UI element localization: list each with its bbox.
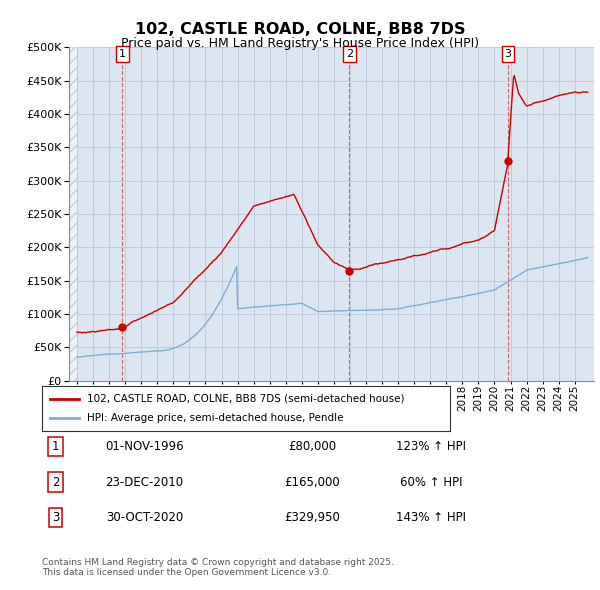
- Text: HPI: Average price, semi-detached house, Pendle: HPI: Average price, semi-detached house,…: [87, 414, 343, 423]
- Text: 2: 2: [52, 476, 59, 489]
- Text: 60% ↑ HPI: 60% ↑ HPI: [400, 476, 462, 489]
- Bar: [69, 47, 77, 381]
- Text: 1: 1: [119, 49, 126, 59]
- Text: 102, CASTLE ROAD, COLNE, BB8 7DS (semi-detached house): 102, CASTLE ROAD, COLNE, BB8 7DS (semi-d…: [87, 394, 404, 404]
- Bar: [69, 47, 77, 381]
- Text: 143% ↑ HPI: 143% ↑ HPI: [396, 511, 466, 524]
- Text: 102, CASTLE ROAD, COLNE, BB8 7DS: 102, CASTLE ROAD, COLNE, BB8 7DS: [135, 22, 465, 37]
- Text: Contains HM Land Registry data © Crown copyright and database right 2025.
This d: Contains HM Land Registry data © Crown c…: [42, 558, 394, 577]
- Text: Price paid vs. HM Land Registry's House Price Index (HPI): Price paid vs. HM Land Registry's House …: [121, 37, 479, 50]
- Text: 01-NOV-1996: 01-NOV-1996: [105, 440, 184, 453]
- Text: 23-DEC-2010: 23-DEC-2010: [106, 476, 184, 489]
- Text: 3: 3: [504, 49, 511, 59]
- Text: 1: 1: [52, 440, 59, 453]
- Text: £165,000: £165,000: [284, 476, 340, 489]
- Text: 123% ↑ HPI: 123% ↑ HPI: [396, 440, 466, 453]
- Text: 2: 2: [346, 49, 353, 59]
- Text: £329,950: £329,950: [284, 511, 340, 524]
- Text: £80,000: £80,000: [288, 440, 336, 453]
- Text: 30-OCT-2020: 30-OCT-2020: [106, 511, 183, 524]
- Text: 3: 3: [52, 511, 59, 524]
